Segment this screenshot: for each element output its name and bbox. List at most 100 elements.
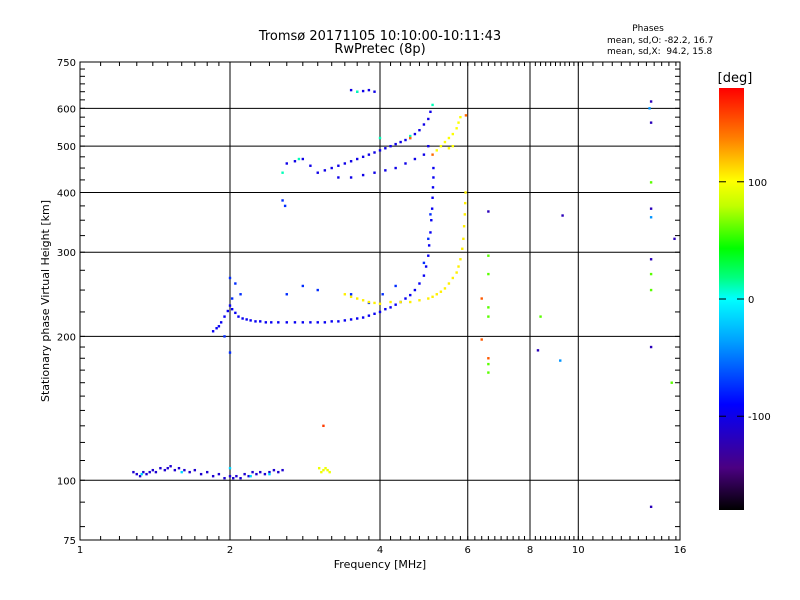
data-point xyxy=(462,237,465,241)
data-point xyxy=(418,282,421,285)
data-point xyxy=(649,288,653,292)
x-tick-label: 10 xyxy=(572,545,585,556)
data-point xyxy=(241,317,244,320)
data-point xyxy=(487,272,490,276)
data-point xyxy=(228,304,232,307)
data-point xyxy=(427,144,430,148)
data-point xyxy=(272,468,276,472)
data-point xyxy=(673,237,676,241)
data-point xyxy=(219,321,223,324)
data-point xyxy=(264,321,268,324)
stats-x-line: mean, sd,X: 94.2, 15.8 xyxy=(607,47,713,57)
data-point xyxy=(451,276,455,280)
data-point xyxy=(140,472,143,476)
data-point xyxy=(649,345,653,349)
data-point xyxy=(539,315,542,318)
data-point xyxy=(355,157,359,161)
data-point xyxy=(234,311,237,315)
data-point xyxy=(367,314,371,317)
data-point xyxy=(487,357,490,360)
data-point xyxy=(277,321,280,324)
data-point xyxy=(177,466,181,470)
data-point xyxy=(378,310,382,314)
data-point xyxy=(322,424,325,428)
data-point xyxy=(378,149,382,152)
data-point xyxy=(245,318,248,321)
data-point xyxy=(323,321,327,324)
data-point xyxy=(649,258,653,261)
data-point xyxy=(429,231,432,234)
data-point xyxy=(378,302,382,305)
data-point xyxy=(431,186,435,189)
data-point xyxy=(389,144,392,148)
data-point xyxy=(422,153,426,156)
data-point xyxy=(223,477,226,480)
data-point xyxy=(230,297,234,300)
data-point xyxy=(399,140,402,144)
data-point xyxy=(316,288,319,292)
data-points xyxy=(132,88,676,509)
data-point xyxy=(373,90,376,93)
data-point xyxy=(188,470,191,474)
data-point xyxy=(232,477,235,480)
data-point xyxy=(670,381,673,384)
y-tick-label: 75 xyxy=(63,536,76,547)
data-point xyxy=(373,312,376,315)
data-point xyxy=(394,142,397,146)
data-point xyxy=(151,468,155,472)
data-point xyxy=(361,299,365,302)
data-point xyxy=(281,199,284,202)
data-point xyxy=(435,149,438,152)
data-point xyxy=(389,300,392,304)
y-tick-labels: 75 100 200 300 400 500 600 750 xyxy=(57,58,76,547)
data-point xyxy=(464,191,467,194)
data-point xyxy=(215,327,218,330)
data-point xyxy=(409,300,412,304)
data-point xyxy=(249,474,252,478)
data-point xyxy=(649,207,653,210)
data-point xyxy=(355,297,359,300)
data-point xyxy=(132,470,135,474)
data-point xyxy=(135,472,138,476)
colorbar-tick-label: 0 xyxy=(748,295,754,306)
data-point xyxy=(427,297,430,300)
data-point xyxy=(447,136,451,140)
x-axis-label: Frequency [MHz] xyxy=(334,558,426,571)
stats-heading: Phases xyxy=(632,24,664,34)
data-point xyxy=(169,465,172,468)
data-point xyxy=(649,505,653,509)
data-point xyxy=(459,258,462,261)
data-point xyxy=(427,254,430,257)
data-point xyxy=(429,213,432,216)
data-point xyxy=(230,307,234,311)
data-point xyxy=(384,169,387,172)
data-point xyxy=(138,474,142,478)
data-point xyxy=(413,288,417,292)
data-point xyxy=(317,466,321,470)
data-point xyxy=(349,318,353,321)
data-point xyxy=(561,214,564,217)
data-point xyxy=(270,321,273,324)
data-point xyxy=(430,207,434,210)
chart-title: Tromsø 20171105 10:10:00-10:11:43 xyxy=(258,29,501,44)
data-point xyxy=(239,293,242,296)
data-point xyxy=(378,136,382,140)
data-point xyxy=(389,306,392,309)
data-point xyxy=(337,164,340,167)
data-point xyxy=(487,254,490,257)
x-tick-label: 6 xyxy=(465,545,471,556)
data-point xyxy=(349,293,353,296)
data-point xyxy=(254,320,257,323)
x-tick-label: 1 xyxy=(77,545,83,556)
data-point xyxy=(447,282,451,285)
data-point xyxy=(536,349,540,352)
data-point xyxy=(145,472,148,476)
data-point xyxy=(283,204,287,208)
data-point xyxy=(431,295,434,299)
data-point xyxy=(316,171,319,174)
data-point xyxy=(251,470,254,474)
data-point xyxy=(323,169,327,172)
y-tick-label: 200 xyxy=(57,332,76,343)
data-point xyxy=(487,306,490,309)
data-point xyxy=(422,274,426,277)
